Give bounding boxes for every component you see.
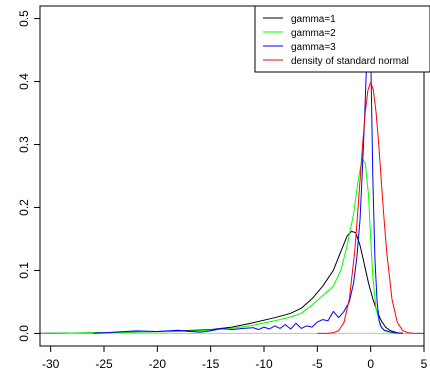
x-tick-label: -15: [202, 357, 220, 371]
x-tick-label: 0: [367, 357, 374, 371]
legend-label: gamma=2: [291, 28, 336, 39]
x-tick-label: -25: [95, 357, 113, 371]
legend-label: gamma=3: [291, 42, 336, 53]
y-tick-label: 0.5: [17, 10, 31, 27]
series-line-gamma-3: [93, 6, 403, 334]
y-tick-label: 0.0: [17, 325, 31, 342]
legend: gamma=1 gamma=2 gamma=3 density of standard…: [254, 5, 430, 73]
series-layer: [40, 6, 424, 334]
legend-box: [254, 5, 430, 73]
axes-layer: -30 -25 -20 -15 -10 -5 0 5 0.0 0.1 0.2 0.3 0.4 0.5: [17, 5, 428, 371]
series-line-gamma-1: [40, 230, 403, 334]
x-tick-label: -20: [149, 357, 167, 371]
y-tick-label: 0.1: [17, 262, 31, 279]
x-tick-label: -30: [42, 357, 60, 371]
y-tick-label: 0.2: [17, 199, 31, 216]
y-tick-label: 0.3: [17, 136, 31, 153]
legend-label: density of standard normal: [291, 56, 409, 67]
series-line-gamma-2: [40, 157, 403, 334]
x-tick-label: -10: [255, 357, 273, 371]
y-tick-label: 0.4: [17, 73, 31, 90]
x-tick-label: 5: [421, 357, 428, 371]
x-tick-label: -5: [312, 357, 323, 371]
series-line-density-of-standard-normal: [317, 81, 424, 334]
legend-label: gamma=1: [291, 14, 336, 25]
